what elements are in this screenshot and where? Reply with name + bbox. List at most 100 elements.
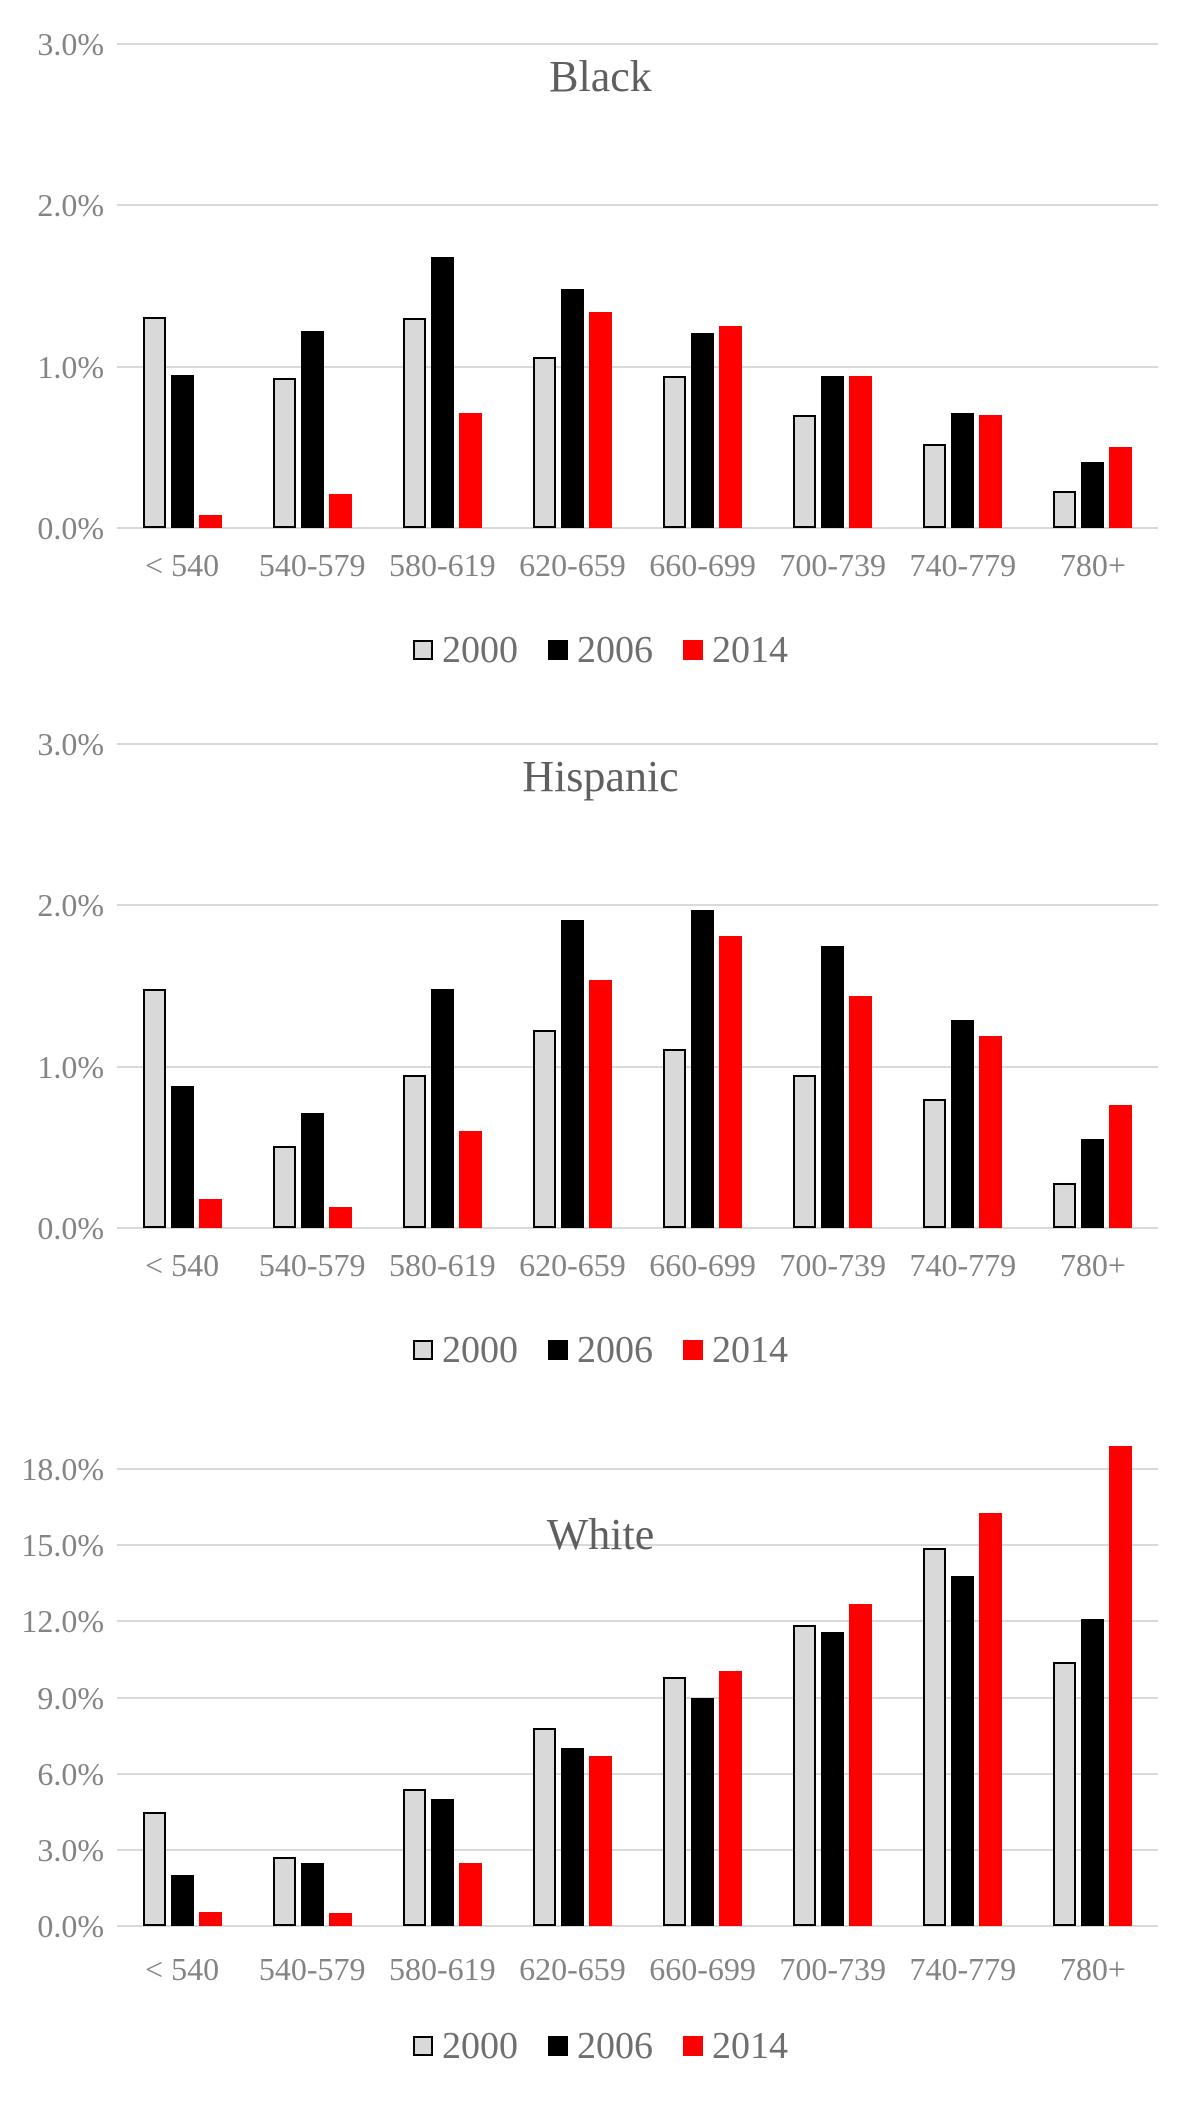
bar-2014	[719, 936, 743, 1228]
bar-2000	[923, 1098, 947, 1228]
legend-label: 2006	[577, 1329, 653, 1371]
gridline	[117, 1544, 1158, 1547]
bar-2000	[272, 377, 296, 528]
x-tick-label: 740-779	[909, 1951, 1017, 1987]
bar-2000	[793, 1074, 817, 1228]
bar-2006	[951, 1019, 975, 1228]
y-tick-label: 0.0%	[37, 510, 104, 546]
bar-2006	[1081, 1618, 1105, 1926]
legend-label: 2014	[712, 2025, 788, 2067]
legend-item-2000: 2000	[413, 1330, 518, 1370]
legend: 2000 2006 2014	[0, 1330, 1201, 1370]
y-tick-label: 3.0%	[37, 1831, 104, 1868]
legend-label: 2000	[442, 2025, 518, 2067]
legend-label: 2014	[712, 1329, 788, 1371]
bar-group	[507, 1406, 637, 1926]
gridline	[117, 204, 1158, 207]
legend-swatch-2006	[548, 640, 568, 660]
gridline	[117, 1620, 1158, 1623]
y-tick-label: 0.0%	[37, 1210, 104, 1246]
gridline	[117, 1848, 1158, 1851]
legend-item-2014: 2014	[683, 1330, 788, 1370]
x-axis-labels: < 540 540-579 580-619 620-659 660-699 700-739…	[117, 1246, 1158, 1284]
gridline	[117, 1227, 1158, 1229]
bar-group	[768, 708, 898, 1228]
bar-2014	[979, 1513, 1003, 1926]
y-tick-label: 0.0%	[37, 1908, 104, 1944]
bar-2000	[923, 1547, 947, 1926]
gridline	[117, 1772, 1158, 1775]
bar-group	[117, 708, 247, 1228]
bar-2014	[588, 1755, 612, 1926]
gridline	[117, 1468, 1158, 1470]
y-tick-label: 2.0%	[37, 187, 104, 224]
x-tick-label: 620-659	[519, 1951, 626, 1987]
gridline	[117, 43, 1158, 45]
bar-2000	[793, 1625, 817, 1926]
legend-swatch-2000	[413, 2036, 433, 2056]
bar-2000	[663, 1048, 687, 1228]
legend-item-2000: 2000	[413, 630, 518, 670]
gridline	[117, 1696, 1158, 1699]
y-tick-label: 3.0%	[37, 26, 104, 62]
legend-label: 2006	[577, 629, 653, 671]
bar-2006	[821, 945, 845, 1228]
legend-swatch-2014	[683, 1340, 703, 1360]
bar-2006	[170, 1875, 194, 1926]
bar-2014	[328, 1913, 352, 1926]
bar-group	[507, 8, 637, 528]
bar-2000	[402, 318, 426, 528]
bar-2014	[198, 1912, 222, 1926]
y-tick-label: 1.0%	[37, 348, 104, 385]
bar-2006	[691, 332, 715, 528]
x-axis-labels: < 540 540-579 580-619 620-659 660-699 700-739…	[117, 1950, 1158, 1988]
y-tick-label: 3.0%	[37, 726, 104, 762]
bar-2006	[821, 1631, 845, 1926]
legend-label: 2000	[442, 629, 518, 671]
x-tick-label: 780+	[1059, 1247, 1126, 1283]
x-tick-label: 700-739	[779, 1247, 887, 1283]
bar-2014	[719, 326, 743, 528]
bar-2014	[979, 1036, 1003, 1228]
legend-swatch-2014	[683, 2036, 703, 2056]
bar-2006	[1081, 461, 1105, 528]
bar-2000	[532, 1727, 556, 1926]
bar-2000	[663, 1677, 687, 1926]
y-tick-label: 12.0%	[21, 1603, 104, 1640]
legend-swatch-2014	[683, 640, 703, 660]
bar-2014	[1109, 1105, 1133, 1228]
bar-2014	[458, 1862, 482, 1926]
bar-group	[1028, 1406, 1158, 1926]
x-tick-label: 540-579	[258, 1247, 366, 1283]
bar-2000	[272, 1857, 296, 1926]
bar-2000	[1053, 1182, 1077, 1228]
legend-label: 2006	[577, 2025, 653, 2067]
bar-2000	[923, 444, 947, 528]
bar-2000	[142, 989, 166, 1228]
bar-2006	[560, 1748, 584, 1926]
x-tick-label: 740-779	[909, 1247, 1017, 1283]
bar-group	[247, 1406, 377, 1926]
bar-2006	[691, 1697, 715, 1926]
bar-2014	[198, 1198, 222, 1228]
y-tick-label: 18.0%	[21, 1451, 104, 1487]
x-tick-label: 660-699	[649, 547, 756, 583]
bar-group	[377, 708, 507, 1228]
x-axis-labels: < 540 540-579 580-619 620-659 660-699 700-739…	[117, 546, 1158, 584]
gridline	[117, 1065, 1158, 1068]
x-tick-label: 580-619	[388, 1951, 496, 1987]
x-tick-label: 620-659	[519, 547, 626, 583]
bar-group	[898, 8, 1028, 528]
bar-group	[377, 1406, 507, 1926]
bar-2006	[300, 1862, 324, 1926]
x-tick-label: 780+	[1059, 547, 1126, 583]
bar-2000	[1053, 1661, 1077, 1926]
chart-title: Black	[549, 52, 652, 101]
bar-2000	[1053, 490, 1077, 528]
legend-label: 2000	[442, 1329, 518, 1371]
x-tick-label: 580-619	[388, 1247, 496, 1283]
legend-item-2006: 2006	[548, 630, 653, 670]
bar-group	[507, 708, 637, 1228]
legend-item-2000: 2000	[413, 2026, 518, 2066]
